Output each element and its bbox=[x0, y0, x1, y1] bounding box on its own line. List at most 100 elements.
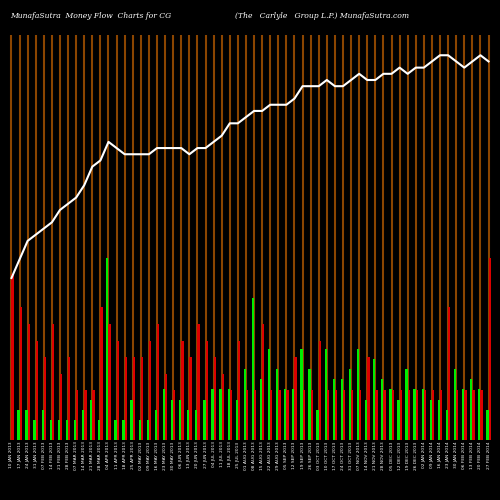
Bar bbox=[414, 390, 416, 440]
Bar bbox=[236, 400, 238, 440]
Bar bbox=[480, 390, 482, 440]
Bar bbox=[50, 420, 52, 440]
Bar bbox=[84, 390, 86, 440]
Bar bbox=[228, 390, 230, 440]
Bar bbox=[454, 369, 456, 440]
Bar bbox=[292, 390, 294, 440]
Bar bbox=[42, 410, 44, 440]
Bar bbox=[252, 298, 254, 440]
Bar bbox=[389, 390, 392, 440]
Bar bbox=[108, 324, 111, 440]
Bar bbox=[373, 359, 376, 440]
Bar bbox=[116, 340, 119, 440]
Bar bbox=[138, 420, 141, 440]
Bar bbox=[214, 357, 216, 440]
Bar bbox=[424, 390, 426, 440]
Bar bbox=[430, 400, 432, 440]
Bar bbox=[260, 379, 262, 440]
Bar bbox=[488, 258, 491, 440]
Bar bbox=[114, 420, 116, 440]
Bar bbox=[60, 374, 62, 440]
Bar bbox=[52, 324, 54, 440]
Bar bbox=[432, 390, 434, 440]
Bar bbox=[106, 258, 108, 440]
Bar bbox=[74, 420, 76, 440]
Bar bbox=[212, 390, 214, 440]
Bar bbox=[220, 390, 222, 440]
Bar bbox=[302, 390, 305, 440]
Bar bbox=[246, 390, 248, 440]
Bar bbox=[400, 390, 402, 440]
Bar bbox=[18, 410, 20, 440]
Bar bbox=[357, 349, 359, 440]
Bar bbox=[157, 324, 160, 440]
Bar bbox=[182, 340, 184, 440]
Bar bbox=[187, 410, 190, 440]
Bar bbox=[163, 390, 165, 440]
Bar bbox=[173, 390, 176, 440]
Bar bbox=[406, 369, 407, 440]
Bar bbox=[130, 400, 133, 440]
Bar bbox=[470, 379, 472, 440]
Bar bbox=[238, 340, 240, 440]
Bar bbox=[122, 420, 124, 440]
Bar bbox=[92, 390, 94, 440]
Bar bbox=[26, 410, 28, 440]
Bar bbox=[58, 420, 60, 440]
Bar bbox=[398, 400, 400, 440]
Bar bbox=[133, 357, 135, 440]
Bar bbox=[340, 379, 343, 440]
Bar bbox=[440, 390, 442, 440]
Bar bbox=[478, 390, 480, 440]
Text: MunafaSutra  Money Flow  Charts for CG: MunafaSutra Money Flow Charts for CG bbox=[10, 12, 171, 20]
Bar bbox=[324, 349, 327, 440]
Bar bbox=[244, 369, 246, 440]
Bar bbox=[195, 410, 198, 440]
Bar bbox=[438, 400, 440, 440]
Bar bbox=[141, 357, 143, 440]
Bar bbox=[154, 410, 157, 440]
Bar bbox=[359, 390, 362, 440]
Bar bbox=[270, 390, 272, 440]
Bar bbox=[416, 390, 418, 440]
Bar bbox=[198, 324, 200, 440]
Bar bbox=[149, 340, 151, 440]
Bar bbox=[376, 390, 378, 440]
Bar bbox=[222, 374, 224, 440]
Bar bbox=[365, 400, 367, 440]
Bar bbox=[316, 410, 318, 440]
Bar bbox=[456, 390, 458, 440]
Bar bbox=[206, 340, 208, 440]
Bar bbox=[332, 379, 335, 440]
Bar bbox=[343, 390, 345, 440]
Bar bbox=[165, 374, 168, 440]
Bar bbox=[254, 390, 256, 440]
Bar bbox=[34, 420, 35, 440]
Bar bbox=[335, 390, 337, 440]
Bar bbox=[349, 369, 351, 440]
Bar bbox=[278, 390, 280, 440]
Bar bbox=[422, 390, 424, 440]
Bar bbox=[294, 357, 296, 440]
Bar bbox=[146, 420, 149, 440]
Bar bbox=[464, 390, 466, 440]
Bar bbox=[190, 357, 192, 440]
Bar bbox=[327, 390, 329, 440]
Bar bbox=[408, 390, 410, 440]
Bar bbox=[82, 410, 84, 440]
Bar bbox=[204, 400, 206, 440]
Bar bbox=[351, 390, 354, 440]
Bar bbox=[318, 340, 321, 440]
Bar bbox=[20, 308, 22, 440]
Bar bbox=[76, 390, 78, 440]
Bar bbox=[124, 357, 127, 440]
Bar bbox=[12, 274, 14, 440]
Bar bbox=[308, 369, 310, 440]
Text: (The   Carlyle   Group L.P.) MunafaSutra.com: (The Carlyle Group L.P.) MunafaSutra.com bbox=[235, 12, 409, 20]
Bar bbox=[462, 390, 464, 440]
Bar bbox=[44, 357, 46, 440]
Bar bbox=[268, 349, 270, 440]
Bar bbox=[486, 410, 488, 440]
Bar bbox=[36, 340, 38, 440]
Bar bbox=[68, 357, 70, 440]
